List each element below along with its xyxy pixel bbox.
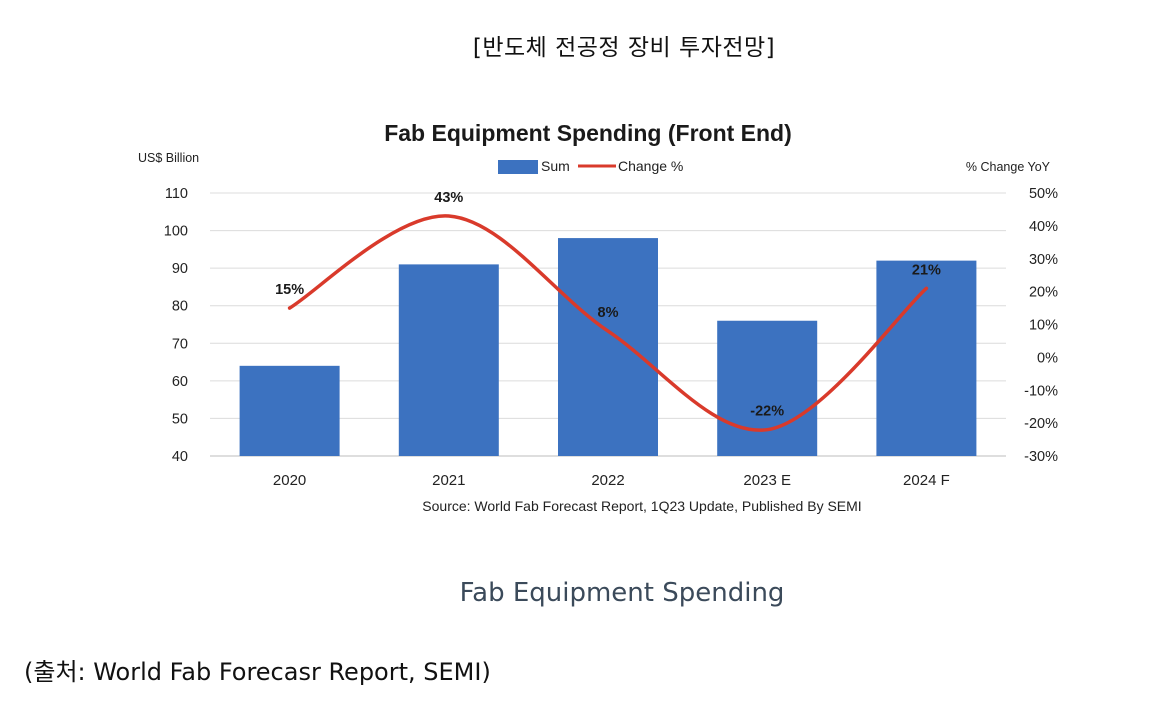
y2-axis-label: % Change YoY (966, 160, 1051, 174)
source-citation: (출처: World Fab Forecasr Report, SEMI) (24, 658, 491, 686)
bar (876, 260, 977, 456)
y-tick-label: 40 (172, 449, 188, 465)
legend-change-label: Change % (618, 158, 683, 174)
bar (239, 365, 340, 456)
y-tick-label: 50 (172, 411, 188, 427)
x-tick-labels: 2020 2021 2022 2023 E 2024 F (273, 472, 950, 489)
legend-sum-label: Sum (541, 158, 570, 174)
y-tick-label: 90 (172, 261, 188, 277)
x-tick-label: 2024 F (903, 472, 950, 489)
bar (717, 320, 818, 456)
y-tick-label: 80 (172, 299, 188, 315)
x-tick-label: 2023 E (743, 472, 791, 489)
x-tick-label: 2021 (432, 472, 465, 489)
y-tick-labels: 110 100 90 80 70 60 50 40 (164, 186, 188, 465)
y2-tick-label: -30% (1024, 449, 1058, 465)
bars (239, 238, 977, 456)
legend: Sum Change % (498, 158, 683, 174)
y2-tick-label: 50% (1029, 186, 1058, 202)
y2-tick-label: 20% (1029, 285, 1058, 301)
change-data-label: 8% (598, 305, 619, 321)
data-labels: 15% 43% 8% -22% 21% (275, 190, 941, 420)
change-line (287, 214, 929, 432)
x-tick-label: 2020 (273, 472, 306, 489)
y2-tick-label: 10% (1029, 318, 1058, 334)
y2-tick-label: -20% (1024, 416, 1058, 432)
bar (558, 238, 658, 456)
x-tick-label: 2022 (591, 472, 624, 489)
y-axis-label: US$ Billion (138, 151, 199, 165)
y-tick-label: 100 (164, 224, 188, 240)
change-data-label: 15% (275, 282, 304, 298)
y2-tick-label: 40% (1029, 219, 1058, 235)
chart: Fab Equipment Spending (Front End) US$ B… (110, 100, 1110, 540)
y-tick-label: 60 (172, 374, 188, 390)
y2-tick-label: 30% (1029, 252, 1058, 268)
chart-caption: Fab Equipment Spending (459, 578, 785, 608)
change-data-label: 21% (912, 262, 941, 278)
chart-source-note: Source: World Fab Forecast Report, 1Q23 … (422, 498, 861, 514)
y2-tick-label: -10% (1024, 383, 1058, 399)
y-tick-label: 70 (172, 336, 188, 352)
page-heading: [반도체 전공정 장비 투자전망] (472, 35, 776, 61)
y2-tick-label: 0% (1037, 350, 1058, 366)
chart-title: Fab Equipment Spending (Front End) (384, 120, 792, 146)
change-data-label: -22% (750, 404, 784, 420)
bar (398, 264, 499, 456)
y-tick-label: 110 (165, 186, 188, 202)
change-data-label: 43% (434, 190, 463, 206)
y2-tick-labels: 50% 40% 30% 20% 10% 0% -10% -20% -30% (1024, 186, 1058, 465)
change-line-path (287, 214, 929, 432)
legend-sum-swatch (498, 160, 538, 174)
